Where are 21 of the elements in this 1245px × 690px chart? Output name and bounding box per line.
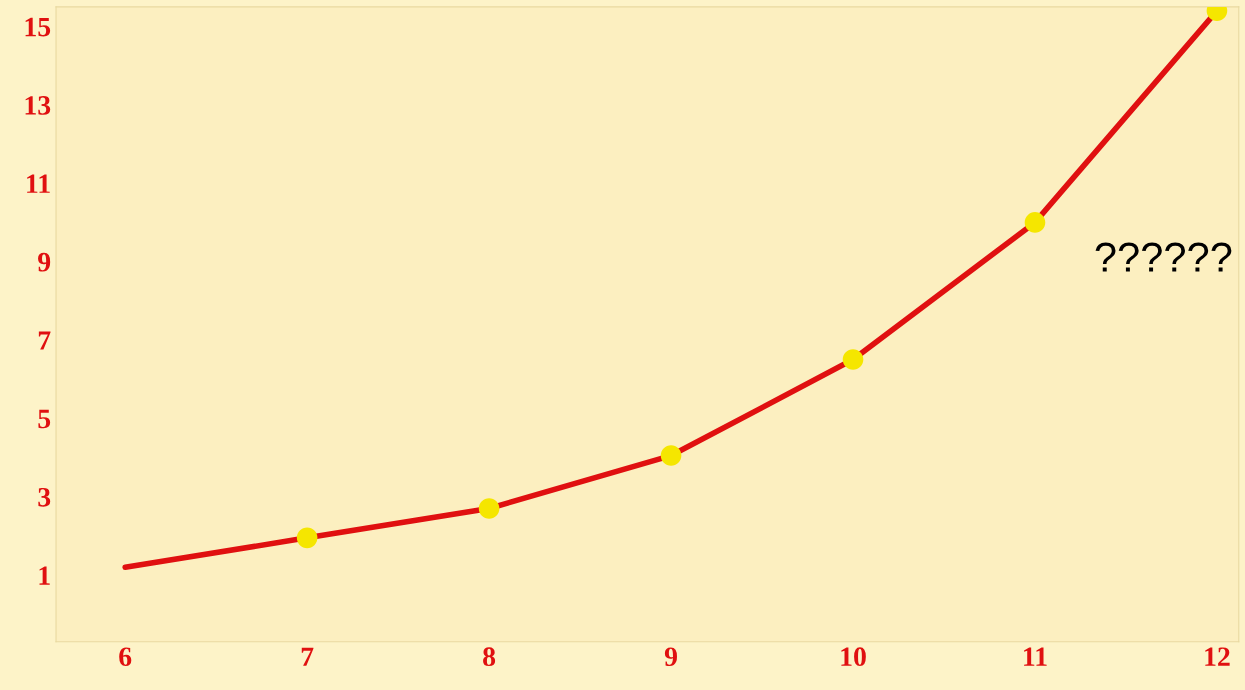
y-tick-label: 3: [38, 487, 51, 507]
point: [1024, 212, 1046, 233]
annotation: ??????: [1095, 242, 1232, 272]
x-tick-label: 6: [119, 647, 132, 667]
y-tick-label: 9: [38, 252, 51, 272]
point: [842, 349, 864, 370]
y-tick-label: 7: [38, 331, 51, 350]
y-tick-label: 15: [25, 17, 51, 37]
point: [296, 527, 318, 549]
x-tick-label: 7: [301, 647, 314, 666]
y-tick-label: 11: [27, 174, 50, 193]
y-tick-label: 13: [25, 96, 51, 115]
point: [478, 498, 500, 519]
x-tick-label: 8: [483, 647, 496, 667]
y-tick-label: 1: [39, 566, 50, 585]
x-tick-label: 10: [841, 647, 866, 667]
point: [660, 445, 682, 466]
x-tick-label: 9: [664, 647, 677, 667]
x-tick-label: 12: [1205, 647, 1230, 666]
y-tick-label: 5: [38, 409, 51, 429]
x-tick-label: 11: [1024, 647, 1047, 666]
